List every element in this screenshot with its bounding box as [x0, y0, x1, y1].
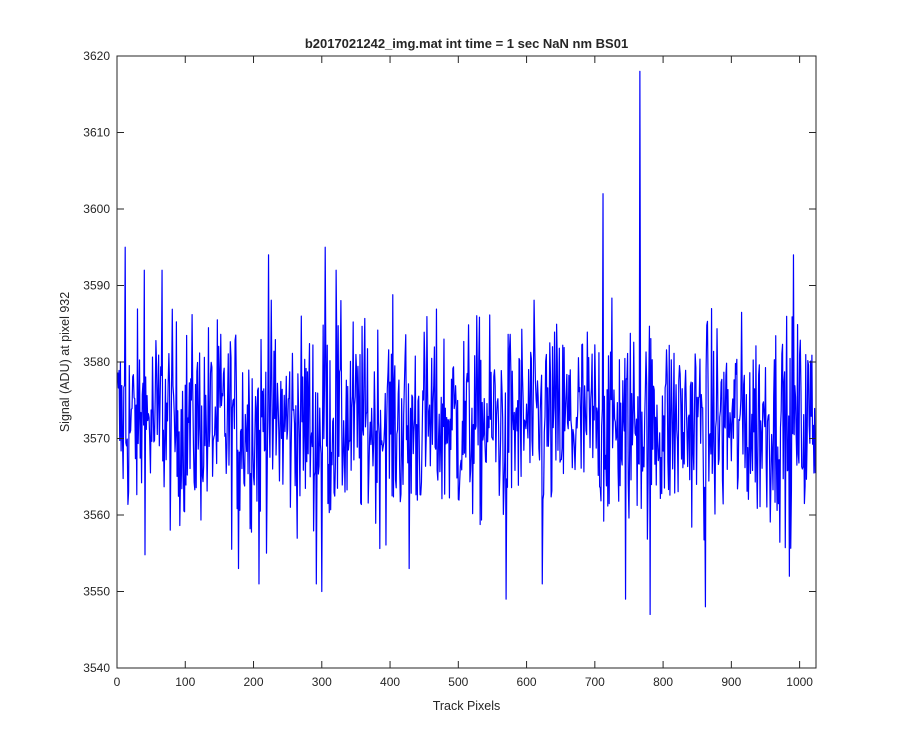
x-tick-label-700: 700	[585, 675, 605, 689]
series-layer	[117, 70, 817, 616]
y-tick-label-3590: 3590	[83, 279, 110, 293]
x-tick-label-0: 0	[114, 675, 121, 689]
y-tick-label-3620: 3620	[83, 49, 110, 63]
y-axis-label: Signal (ADU) at pixel 932	[58, 292, 72, 432]
x-tick-label-200: 200	[244, 675, 264, 689]
y-tick-label-3600: 3600	[83, 202, 110, 216]
x-tick-label-500: 500	[448, 675, 468, 689]
x-tick-label-900: 900	[721, 675, 741, 689]
y-tick-label-3610: 3610	[83, 126, 110, 140]
x-tick-label-300: 300	[312, 675, 332, 689]
chart-title: b2017021242_img.mat int time = 1 sec NaN…	[305, 36, 628, 51]
x-tick-label-100: 100	[175, 675, 195, 689]
x-axis-label: Track Pixels	[433, 699, 501, 713]
y-tick-label-3570: 3570	[83, 432, 110, 446]
y-tick-label-3580: 3580	[83, 355, 110, 369]
ticks-layer: 0 100 200 300 400 500 600 700 800 900 1000 3540 3550…	[83, 49, 816, 689]
x-tick-label-600: 600	[517, 675, 537, 689]
series-line-0	[117, 70, 817, 616]
y-tick-label-3560: 3560	[83, 508, 110, 522]
x-tick-label-1000: 1000	[786, 675, 813, 689]
x-tick-label-400: 400	[380, 675, 400, 689]
y-tick-label-3550: 3550	[83, 585, 110, 599]
x-tick-label-800: 800	[653, 675, 673, 689]
y-tick-label-3540: 3540	[83, 661, 110, 675]
